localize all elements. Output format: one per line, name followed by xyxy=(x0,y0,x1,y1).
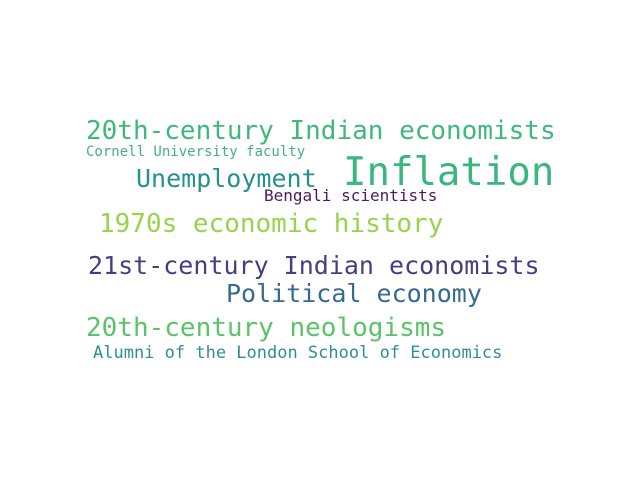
word-21st-century-indian-economists: 21st-century Indian economists xyxy=(88,251,540,280)
word-political-economy: Political economy xyxy=(226,279,482,308)
word-1970s-economic-history: 1970s economic history xyxy=(99,209,444,239)
word-bengali-scientists: Bengali scientists xyxy=(264,186,438,205)
word-unemployment: Unemployment xyxy=(136,164,317,193)
word-alumni-london-school-of-economics: Alumni of the London School of Economics xyxy=(93,343,503,363)
word-inflation: Inflation xyxy=(343,150,555,195)
word-20th-century-indian-economists: 20th-century Indian economists xyxy=(86,116,556,146)
word-cornell-university-faculty: Cornell University faculty xyxy=(86,144,306,160)
word-20th-century-neologisms: 20th-century neologisms xyxy=(86,313,447,343)
